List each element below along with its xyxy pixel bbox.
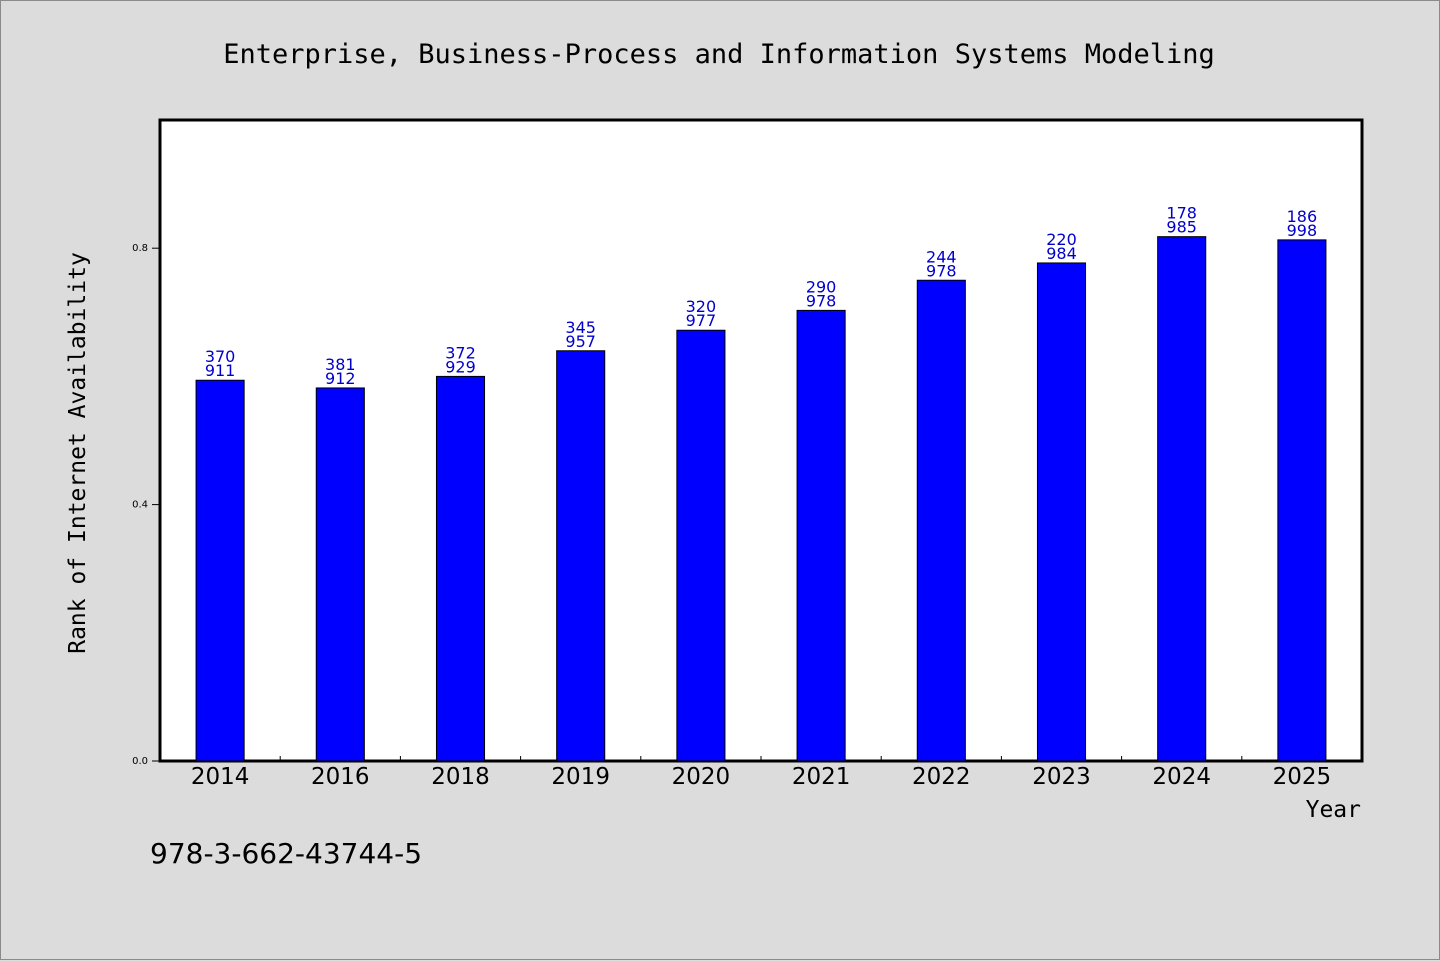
x-tick-label: 2025 [1273, 764, 1332, 790]
bar-2014 [195, 379, 245, 762]
x-tick-label: 2016 [311, 764, 370, 790]
data-label-lower: 985 [1166, 218, 1197, 237]
bar-2022 [916, 279, 966, 762]
bar-2019 [556, 350, 606, 762]
x-axis-label: Year [1306, 797, 1361, 823]
isbn-footnote: 978-3-662-43744-5 [150, 837, 422, 870]
y-tick-label: 0.8 [132, 243, 148, 254]
bar-2025 [1277, 239, 1327, 762]
data-label-lower: 998 [1287, 221, 1318, 240]
x-tick-label: 2024 [1152, 764, 1211, 790]
data-label-lower: 977 [686, 311, 717, 330]
x-tick-label: 2018 [431, 764, 490, 790]
data-label-upper: 320 [686, 297, 717, 316]
data-label-upper: 244 [926, 247, 957, 266]
data-label-upper: 290 [806, 277, 837, 296]
data-label-lower: 911 [205, 361, 236, 380]
data-label-upper: 178 [1166, 204, 1197, 223]
y-axis: 0.0 0.4 0.8 [132, 243, 160, 767]
data-label-lower: 929 [445, 357, 476, 376]
data-label-lower: 984 [1046, 244, 1077, 263]
data-label-lower: 957 [565, 332, 596, 351]
bar-2023 [1036, 262, 1087, 762]
bar-2020 [676, 329, 726, 762]
y-axis-label: Rank of Internet Availability [65, 252, 91, 654]
data-label-upper: 381 [325, 355, 356, 374]
data-label-upper: 372 [445, 343, 476, 362]
chart-title: Enterprise, Business-Process and Informa… [223, 39, 1215, 70]
data-label-lower: 978 [926, 261, 957, 280]
data-label-upper: 370 [205, 347, 236, 366]
data-label-lower: 912 [325, 369, 356, 388]
x-tick-label: 2019 [551, 764, 610, 790]
data-label-upper: 186 [1287, 207, 1318, 226]
x-tick-label: 2022 [912, 764, 971, 790]
bar-2024 [1157, 236, 1207, 762]
x-tick-label: 2020 [672, 764, 731, 790]
bar-2021 [796, 309, 846, 762]
data-label-upper: 220 [1046, 230, 1077, 249]
x-tick-label: 2021 [792, 764, 851, 790]
bar-2018 [435, 375, 486, 762]
y-tick-label: 0.0 [132, 756, 148, 767]
bar-2016 [315, 387, 365, 762]
data-label-upper: 345 [565, 318, 596, 337]
x-tick-label: 2023 [1032, 764, 1091, 790]
data-label-lower: 978 [806, 291, 837, 310]
x-tick-label: 2014 [191, 764, 250, 790]
y-tick-label: 0.4 [132, 500, 148, 511]
x-axis: 2014 2016 2018 2019 2020 2021 2022 2023 2024 2025 [191, 756, 1331, 790]
bar-series [195, 236, 1327, 762]
